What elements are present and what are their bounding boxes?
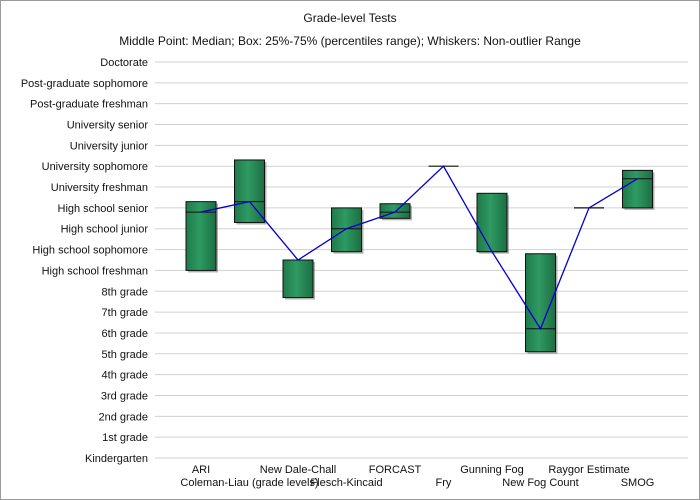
x-tick-label: Fry <box>436 477 452 489</box>
y-tick-label: High school senior <box>58 203 149 215</box>
gridlines <box>155 61 688 459</box>
y-tick-label: University junior <box>70 140 149 152</box>
y-tick-label: 5th grade <box>102 349 148 361</box>
median-line <box>200 165 638 331</box>
chart-subtitle: Middle Point: Median; Box: 25%-75% (perc… <box>119 34 581 48</box>
x-tick-label: FORCAST <box>369 464 422 476</box>
y-tick-label: University senior <box>67 120 149 132</box>
box-6 <box>476 192 508 253</box>
y-tick-label: Kindergarten <box>85 453 148 465</box>
y-tick-label: High school junior <box>61 224 149 236</box>
y-tick-label: 3rd grade <box>101 390 148 402</box>
x-tick-label: Coleman-Liau (grade levels) <box>180 477 318 489</box>
x-tick-label: ARI <box>192 464 210 476</box>
y-tick-label: University sophomore <box>42 161 148 173</box>
y-tick-label: 7th grade <box>102 307 148 319</box>
x-tick-label: Gunning Fog <box>460 464 524 476</box>
y-tick-label: 6th grade <box>102 328 148 340</box>
y-tick-label: 1st grade <box>102 432 148 444</box>
y-tick-label: Post-graduate freshman <box>30 99 148 111</box>
y-axis-labels: Kindergarten 1st grade 2nd grade 3rd grade 4… <box>21 57 149 465</box>
y-tick-label: High school freshman <box>42 265 148 277</box>
box-2 <box>282 259 314 299</box>
y-tick-label: 2nd grade <box>98 411 148 423</box>
median-line-layer <box>200 165 638 331</box>
y-tick-label: 4th grade <box>102 370 148 382</box>
box-3 <box>331 207 362 253</box>
box-0 <box>185 201 217 271</box>
y-tick-label: Post-graduate sophomore <box>21 78 148 90</box>
y-tick-label: High school sophomore <box>32 245 148 257</box>
x-tick-label: Raygor Estimate <box>548 464 629 476</box>
box-9 <box>622 169 653 209</box>
y-tick-label: 8th grade <box>102 286 148 298</box>
x-tick-label: SMOG <box>621 477 655 489</box>
box-1 <box>234 159 265 223</box>
x-tick-label: Flesch-Kincaid <box>310 477 382 489</box>
x-tick-label: New Dale-Chall <box>260 464 336 476</box>
x-tick-label: New Fog Count <box>502 477 578 489</box>
y-tick-label: University freshman <box>51 182 148 194</box>
boxes <box>185 159 655 354</box>
y-tick-label: Doctorate <box>100 57 148 69</box>
chart-title: Grade-level Tests <box>303 11 397 25</box>
